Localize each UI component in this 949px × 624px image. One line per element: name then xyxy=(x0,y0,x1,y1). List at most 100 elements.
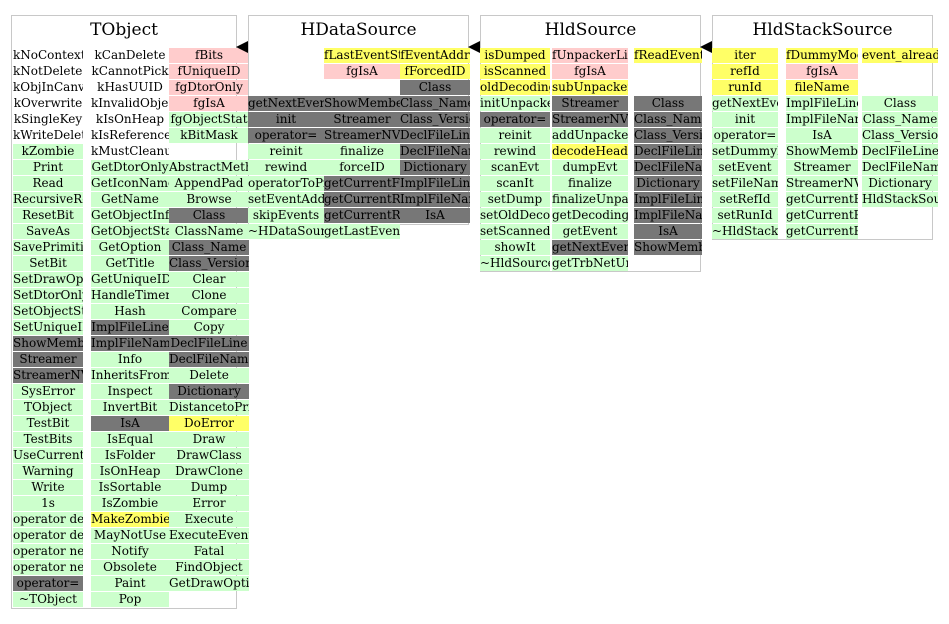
member-item: setOldDecodingStyle xyxy=(480,208,550,223)
member-item: Class_Version xyxy=(400,112,470,127)
member-item: subUnpacker xyxy=(552,80,628,95)
member-item: RecursiveRemove xyxy=(13,192,83,207)
member-column: event_already_read ClassClass_NameClass_V… xyxy=(862,48,938,208)
member-item: DeclFileName xyxy=(634,160,702,175)
member-item: GetOption xyxy=(91,240,169,255)
member-item: UseCurrentStyle xyxy=(13,448,83,463)
member-item: kWriteDelete xyxy=(13,128,83,142)
member-item: oldDecodingStyle xyxy=(480,80,550,95)
member-item: Class xyxy=(634,96,702,111)
member-item: DeclFileName xyxy=(862,160,938,175)
member-item: Streamer xyxy=(552,96,628,111)
member-item: AppendPad xyxy=(169,176,249,191)
member-item: GetDtorOnly xyxy=(91,160,169,175)
member-item: Streamer xyxy=(13,352,83,367)
member-item: IsA xyxy=(400,208,470,223)
member-item: kIsReferenced xyxy=(91,128,169,142)
member-item: SavePrimitive xyxy=(13,240,83,255)
member-item: DrawClone xyxy=(169,464,249,479)
member-item: TestBit xyxy=(13,416,83,431)
member-column: isDumpedisScannedoldDecodingStyleinitUnp… xyxy=(480,48,550,272)
member-item: DoError xyxy=(169,416,249,431)
member-item: Class_Version xyxy=(634,128,702,143)
member-item: kCannotPick xyxy=(91,64,169,78)
member-item: fgIsA xyxy=(169,96,249,111)
member-item xyxy=(169,144,249,159)
member-item: ImplFileLine xyxy=(91,320,169,335)
member-item: DeclFileName xyxy=(400,144,470,159)
member-item: init xyxy=(248,112,324,127)
member-column: getNextEvent init operator= reinit rewind ope… xyxy=(248,48,324,240)
member-item: fUnpackerList xyxy=(552,48,628,63)
member-item: scanIt xyxy=(480,176,550,191)
member-item: HandleTimer xyxy=(91,288,169,303)
member-item xyxy=(248,48,324,63)
member-item: IsSortable xyxy=(91,480,169,495)
member-item: setRefId xyxy=(712,192,778,207)
member-item: GetUniqueID xyxy=(91,272,169,287)
member-item: FindObject xyxy=(169,560,249,575)
member-item: kIsOnHeap xyxy=(95,112,165,126)
member-item: fgIsA xyxy=(552,64,628,79)
member-item: Info xyxy=(91,352,169,367)
member-item: DistancetoPrimitive xyxy=(169,400,249,415)
member-item: scanEvt xyxy=(480,160,550,175)
member-item: getCurrentFileName xyxy=(324,176,400,191)
member-item: getCurrentFileName xyxy=(786,192,858,207)
member-item xyxy=(324,80,400,95)
member-item: GetTitle xyxy=(91,256,169,271)
member-item: fgDtorOnly xyxy=(169,80,249,95)
member-item: Paint xyxy=(91,576,169,591)
member-item: ImplFileLine xyxy=(400,176,470,191)
member-item: getCurrentRunId xyxy=(324,208,400,223)
member-item: initUnpacker xyxy=(480,96,550,111)
inheritance-arrow-icon xyxy=(468,41,480,53)
member-item: ImplFileName xyxy=(786,112,858,127)
member-item: setEvent xyxy=(712,160,778,175)
member-item xyxy=(634,64,702,79)
member-item: kBitMask xyxy=(169,128,249,143)
member-item: StreamerNVirtual xyxy=(324,128,400,143)
member-item: fDummyMode xyxy=(786,48,858,63)
member-item: Dictionary xyxy=(400,160,470,175)
member-item: getNextEvent xyxy=(712,96,778,111)
member-column: kCanDelete kCannotPick kHasUUID kInvalidObj… xyxy=(91,48,169,608)
member-item: getNextEvent xyxy=(248,96,324,111)
member-item: getNextEvent xyxy=(552,240,628,255)
member-column: fEventAddr fForcedID Class Class_Name Class_… xyxy=(400,48,470,224)
member-item: Inspect xyxy=(91,384,169,399)
member-item: setDummyMode xyxy=(712,144,778,159)
member-item: 1s xyxy=(13,496,83,511)
member-item: ImplFileName xyxy=(634,208,702,223)
member-item: Compare xyxy=(169,304,249,319)
member-item: addUnpacker xyxy=(552,128,628,143)
member-item: DrawClass xyxy=(169,448,249,463)
member-item: DeclFileLine xyxy=(169,336,249,351)
member-item: ResetBit xyxy=(13,208,83,223)
member-item xyxy=(248,64,324,79)
member-item: Notify xyxy=(91,544,169,559)
member-item: GetDrawOption xyxy=(169,576,249,591)
member-item: fReadEvent xyxy=(634,48,702,63)
member-item: Class_Version xyxy=(862,128,938,143)
member-item: Delete xyxy=(169,368,249,383)
member-item: dumpEvt xyxy=(552,160,628,175)
inheritance-arrow-icon xyxy=(236,41,248,53)
member-item: Streamer xyxy=(786,160,858,175)
member-item: kNotDeleted xyxy=(13,64,83,78)
member-item: skipEvents xyxy=(248,208,324,223)
class-title: HldStackSource xyxy=(752,20,893,40)
member-item: Browse xyxy=(169,192,249,207)
member-item: Execute xyxy=(169,512,249,527)
member-item: Write xyxy=(13,480,83,495)
member-item: kCanDelete xyxy=(94,48,166,62)
member-item: GetName xyxy=(91,192,169,207)
member-item: StreamerNVirtual xyxy=(786,176,858,191)
member-item: setRunId xyxy=(712,208,778,223)
member-column: kNoContextMenu kNotDeleted kObjInCanvas kOv… xyxy=(13,48,83,608)
member-item: IsZombie xyxy=(91,496,169,511)
member-item xyxy=(862,80,938,95)
member-item: reinit xyxy=(248,144,324,159)
member-item: fgIsA xyxy=(786,64,858,79)
member-item: ~HldStackSource xyxy=(712,224,778,239)
